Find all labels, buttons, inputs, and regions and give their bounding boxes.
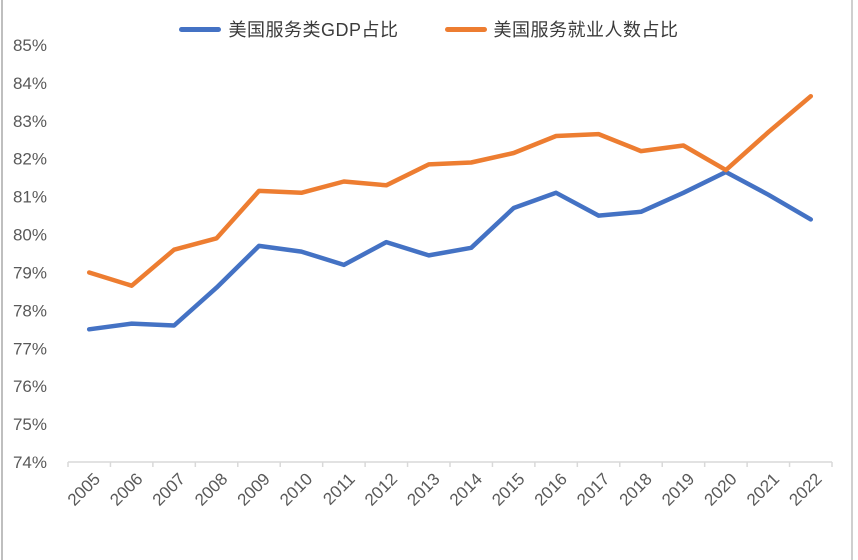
legend-item-gdp-share: 美国服务类GDP占比	[179, 16, 398, 42]
x-axis-tick-label: 2020	[701, 469, 741, 509]
x-axis-tick-label: 2019	[658, 469, 698, 509]
x-axis-tick-label: 2006	[106, 469, 146, 509]
legend-label-employment-share: 美国服务就业人数占比	[493, 20, 679, 40]
x-axis-tick-label: 2008	[191, 469, 231, 509]
chart-legend: 美国服务类GDP占比 美国服务就业人数占比	[0, 16, 858, 42]
y-axis-tick-label: 80%	[13, 226, 47, 245]
x-axis-tick-label: 2013	[403, 469, 443, 509]
legend-line-sample-orange	[444, 26, 487, 32]
x-axis-tick-label: 2014	[446, 469, 486, 509]
x-axis-tick-label: 2016	[531, 469, 571, 509]
y-axis-tick-label: 83%	[13, 112, 47, 131]
line-series-1	[86, 93, 814, 288]
x-axis-tick-label: 2015	[488, 469, 528, 509]
y-axis-tick-label: 82%	[13, 150, 47, 169]
x-axis-tick-label: 2017	[573, 469, 613, 509]
x-axis-tick-label: 2011	[319, 469, 358, 508]
legend-item-employment-share: 美国服务就业人数占比	[444, 16, 679, 42]
x-axis-tick-label: 2012	[361, 469, 401, 509]
x-axis-tick-label: 2010	[276, 469, 316, 509]
y-axis-tick-label: 78%	[13, 301, 47, 320]
x-axis-tick-label: 2007	[149, 469, 189, 509]
x-axis-tick-label: 2022	[785, 469, 825, 509]
x-axis-tick-label: 2005	[64, 469, 104, 509]
x-axis-tick-label: 2018	[616, 469, 656, 509]
line-series-0	[86, 169, 814, 332]
y-axis-tick-label: 85%	[13, 36, 47, 55]
y-axis-tick-label: 75%	[13, 415, 47, 434]
x-axis-tick-label: 2009	[234, 469, 274, 509]
y-axis-tick-label: 79%	[13, 263, 47, 282]
legend-line-sample-blue	[179, 26, 222, 32]
y-axis-tick-label: 74%	[13, 453, 47, 472]
legend-label-gdp-share: 美国服务类GDP占比	[228, 20, 399, 40]
y-axis-tick-label: 76%	[13, 377, 47, 396]
x-axis-tick-label: 2021	[743, 469, 783, 509]
y-axis-tick-label: 77%	[13, 339, 47, 358]
y-axis-tick-label: 84%	[13, 74, 47, 93]
y-axis-tick-label: 81%	[13, 188, 47, 207]
